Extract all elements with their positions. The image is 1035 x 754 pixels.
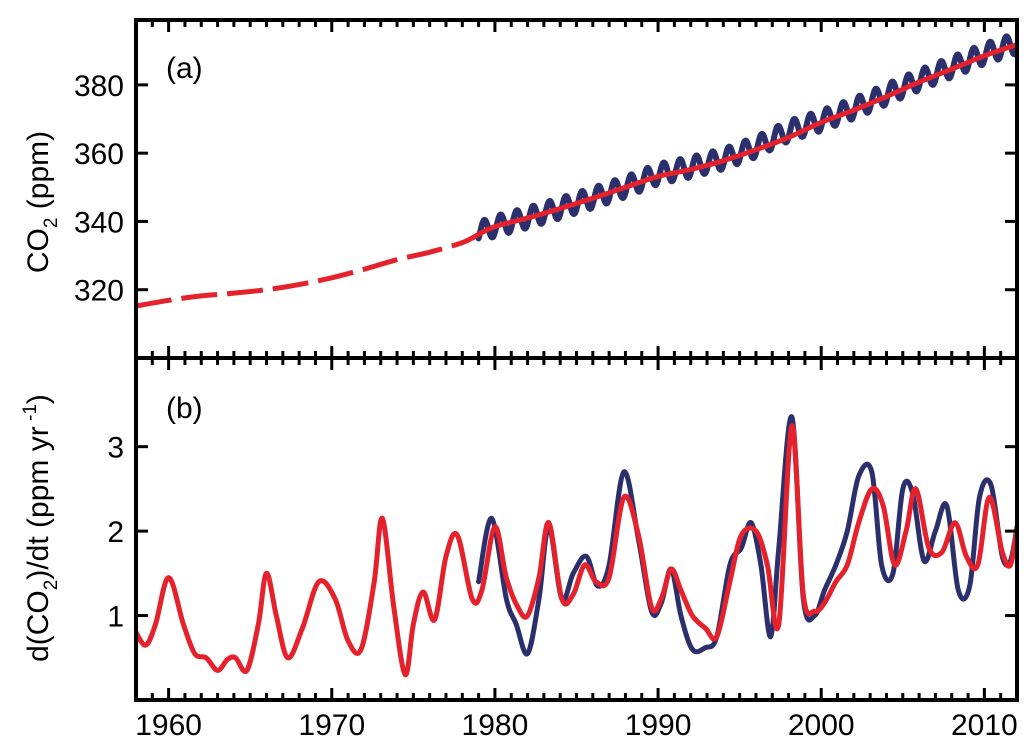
panel-a-ytick-label: 320 <box>74 275 124 308</box>
panel-a-ylabel: CO2 (ppm) <box>22 131 62 273</box>
panel-a-ytick-label: 380 <box>74 70 124 103</box>
panel-b-x-ticks: 1960 1970 1980 1990 2000 2010 <box>134 358 1019 742</box>
panel-a-series-group <box>136 33 1017 309</box>
panel-a-label: (a) <box>166 52 203 85</box>
panel-b-xtick-label: 1990 <box>625 709 692 742</box>
panel-a-y-ticks: 320 340 360 380 <box>74 70 1017 308</box>
panel-b-ytick-label: 1 <box>107 601 124 634</box>
panel-b: 1960 1970 1980 1990 2000 2010 123 (b) d(CO2)/… <box>20 356 1019 742</box>
panel-b-xtick-label: 1970 <box>298 709 365 742</box>
panel-a-ytick-label: 360 <box>74 138 124 171</box>
panel-a-ylabel-sub: 2 <box>41 218 62 229</box>
panel-b-ylabel-sub: 2 <box>41 580 62 591</box>
panel-a-frame <box>134 18 1019 360</box>
panel-b-y-ticks: 1 2 3 <box>107 432 1017 634</box>
panel-b-label: (b) <box>166 392 203 425</box>
panel-b-ylabel-sup: -1 <box>20 404 41 426</box>
panel-b-xtick-label: 1960 <box>135 709 202 742</box>
panel-a-series-1-dashed <box>136 232 480 309</box>
panel-b-ytick-label: 3 <box>107 432 124 465</box>
panel-b-ytick-label: 2 <box>107 516 124 549</box>
panel-b-ylabel-mid: )/dt (ppm yr <box>22 426 55 579</box>
panel-a-series-0-line <box>475 33 1017 242</box>
panel-b-ylabel: d(CO2)/dt (ppm yr -1) <box>20 394 62 662</box>
panel-b-xtick-label: 2010 <box>951 709 1018 742</box>
panel-b-ylabel-pre: d(CO <box>22 590 55 662</box>
panel-a-ylabel-post: (ppm) <box>22 131 55 218</box>
panel-a: 320 340 360 380 (a) CO2 (ppm) <box>22 18 1019 360</box>
panel-a-x-ticks <box>134 20 1019 358</box>
panel-b-ylabel-post: ) <box>22 394 55 404</box>
panel-b-series-group <box>136 414 1017 678</box>
panel-a-ytick-label: 340 <box>74 206 124 239</box>
panel-b-xtick-label: 1980 <box>462 709 529 742</box>
panel-b-series-1-line <box>136 423 1017 678</box>
panel-b-frame <box>134 356 1019 702</box>
panel-a-ylabel-pre: CO <box>22 228 55 273</box>
panel-b-xtick-label: 2000 <box>788 709 855 742</box>
panel-a-series-1-solid <box>476 42 1017 237</box>
panel-b-series-0-line <box>476 414 1017 657</box>
